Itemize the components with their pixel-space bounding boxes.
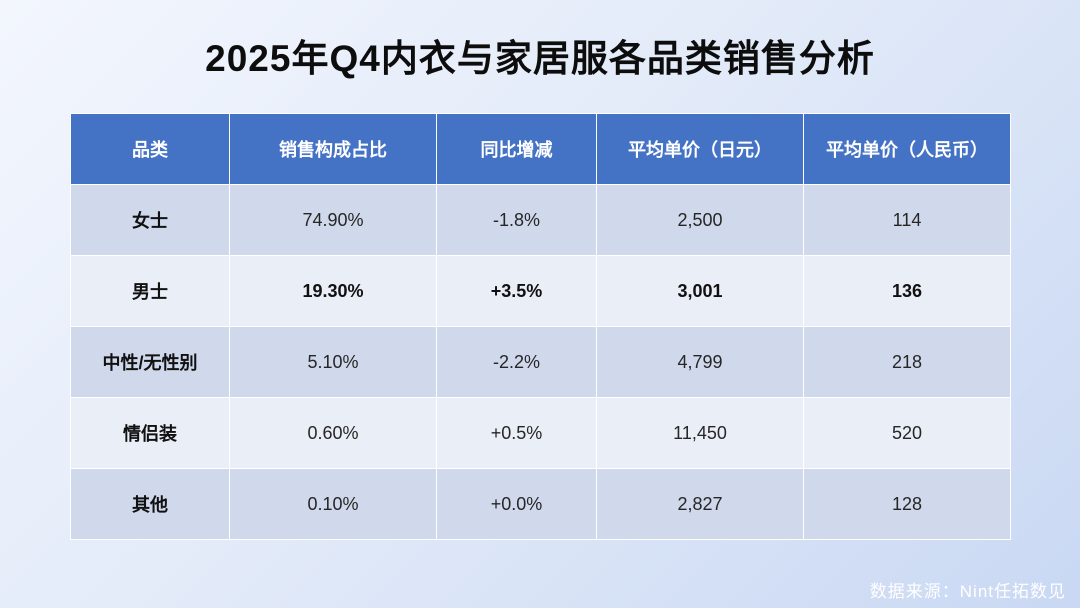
cell-share: 0.10% — [229, 468, 437, 540]
cell-yoy: +0.5% — [436, 397, 597, 469]
cell-price-jpy: 2,827 — [596, 468, 804, 540]
cell-share: 5.10% — [229, 326, 437, 398]
cell-price-jpy: 11,450 — [596, 397, 804, 469]
table-row: 情侣装 0.60% +0.5% 11,450 520 — [70, 397, 1011, 469]
data-source-note: 数据来源：Nint任拓数见 — [869, 582, 1066, 601]
cell-price-jpy: 3,001 — [596, 255, 804, 327]
cell-category: 中性/无性别 — [70, 326, 230, 398]
column-header-price-cny: 平均单价（人民币） — [803, 113, 1011, 185]
cell-category: 情侣装 — [70, 397, 230, 469]
sales-table: 品类 销售构成占比 同比增减 平均单价（日元） 平均单价（人民币） 女士 74.… — [70, 113, 1011, 540]
cell-price-cny: 114 — [803, 184, 1011, 256]
cell-yoy: -1.8% — [436, 184, 597, 256]
cell-price-cny: 128 — [803, 468, 1011, 540]
cell-share: 0.60% — [229, 397, 437, 469]
cell-share: 74.90% — [229, 184, 437, 256]
table-header-row: 品类 销售构成占比 同比增减 平均单价（日元） 平均单价（人民币） — [70, 113, 1011, 185]
table-row: 中性/无性别 5.10% -2.2% 4,799 218 — [70, 326, 1011, 398]
cell-category: 女士 — [70, 184, 230, 256]
cell-yoy: +0.0% — [436, 468, 597, 540]
column-header-price-jpy: 平均单价（日元） — [596, 113, 804, 185]
cell-category: 男士 — [70, 255, 230, 327]
table-row: 女士 74.90% -1.8% 2,500 114 — [70, 184, 1011, 256]
cell-yoy: -2.2% — [436, 326, 597, 398]
column-header-yoy: 同比增减 — [436, 113, 597, 185]
cell-price-cny: 218 — [803, 326, 1011, 398]
table-row: 其他 0.10% +0.0% 2,827 128 — [70, 468, 1011, 540]
table-row: 男士 19.30% +3.5% 3,001 136 — [70, 255, 1011, 327]
cell-price-cny: 136 — [803, 255, 1011, 327]
cell-price-jpy: 4,799 — [596, 326, 804, 398]
cell-share: 19.30% — [229, 255, 437, 327]
column-header-share: 销售构成占比 — [229, 113, 437, 185]
cell-price-jpy: 2,500 — [596, 184, 804, 256]
cell-price-cny: 520 — [803, 397, 1011, 469]
column-header-category: 品类 — [70, 113, 230, 185]
cell-yoy: +3.5% — [436, 255, 597, 327]
page-title: 2025年Q4内衣与家居服各品类销售分析 — [205, 38, 875, 79]
cell-category: 其他 — [70, 468, 230, 540]
